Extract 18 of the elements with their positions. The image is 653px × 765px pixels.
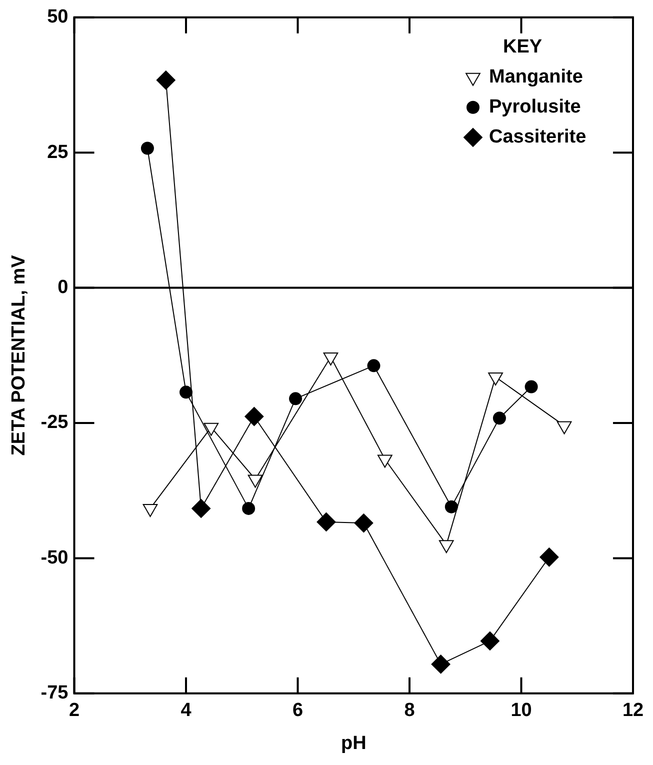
x-tick-label: 8 bbox=[404, 700, 415, 722]
legend-label: Manganite bbox=[489, 66, 583, 88]
x-axis-title: pH bbox=[340, 732, 366, 754]
y-tick-label: -50 bbox=[40, 547, 68, 568]
x-tick-label: 12 bbox=[622, 700, 644, 722]
x-tick-label: 4 bbox=[180, 700, 192, 722]
legend-label: Pyrolusite bbox=[489, 96, 581, 118]
y-tick-label: -25 bbox=[40, 412, 69, 434]
legend-title: KEY bbox=[503, 36, 542, 58]
x-tick-label: 2 bbox=[68, 700, 80, 722]
x-tick-label: 10 bbox=[510, 700, 532, 722]
y-tick-label: 0 bbox=[58, 277, 68, 298]
x-tick-label: 6 bbox=[292, 700, 304, 722]
y-tick-label: 25 bbox=[47, 142, 69, 163]
y-tick-label: 50 bbox=[47, 6, 68, 28]
legend-label: Cassiterite bbox=[489, 126, 586, 148]
y-axis-title: ZETA POTENTIAL, mV bbox=[8, 254, 30, 456]
y-tick-label: -75 bbox=[40, 682, 69, 704]
